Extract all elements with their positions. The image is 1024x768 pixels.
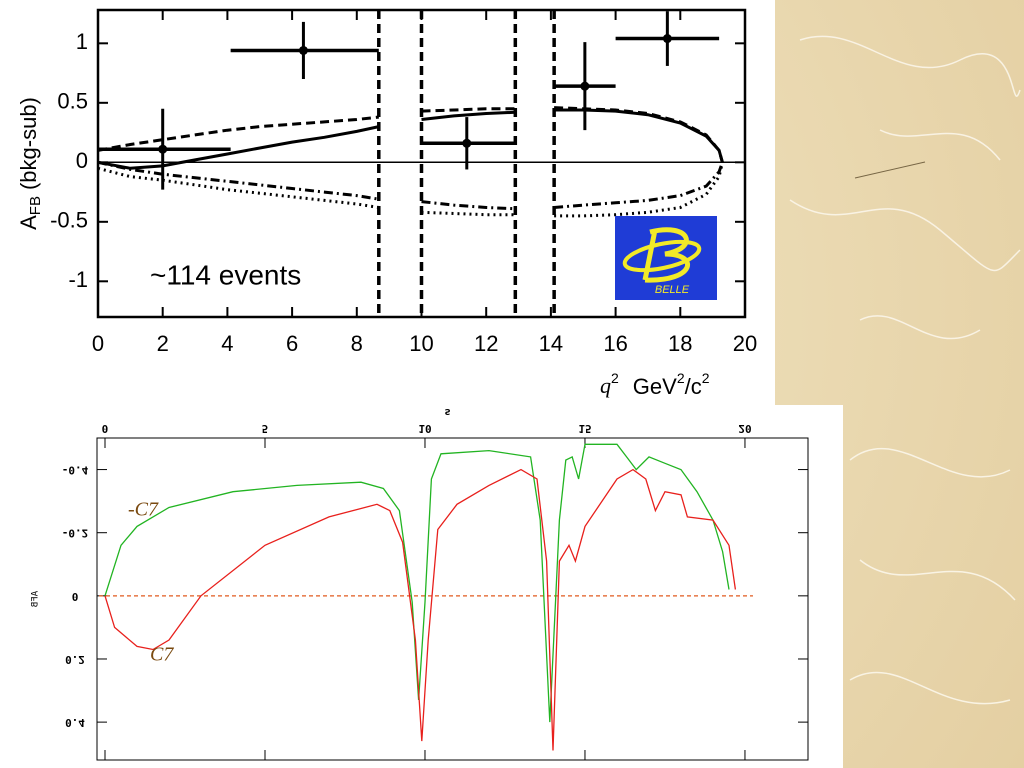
belle-chart: 0 2 4 6 8 10 12 14 16 18 20 -1 -0.5 0 0.5 1 AFB (bkg-sub)…: [16, 8, 757, 399]
y-tick-label: 0: [72, 590, 79, 603]
series-label: C7: [150, 644, 174, 666]
curve: [97, 106, 724, 163]
logo-text: BELLE: [655, 284, 690, 296]
x-axis-label-part: 2: [611, 370, 619, 386]
y-tick-label: 0.5: [57, 89, 88, 114]
fiber: [859, 315, 981, 340]
x-tick-label: 16: [603, 331, 627, 356]
data-point: [462, 138, 472, 148]
x-tick-label: 2: [157, 331, 169, 356]
y-tick-label: -0.2: [62, 527, 89, 540]
x-tick-label: 5: [262, 422, 269, 435]
x-tick-label: 18: [668, 331, 692, 356]
data-point: [580, 81, 590, 91]
y-axis-label: AFB (bkg-sub): [16, 97, 44, 230]
x-tick-label: 10: [418, 422, 431, 435]
fiber-dark: [854, 161, 926, 179]
y-tick-label: 0: [76, 148, 88, 173]
bottom-panel: [0, 405, 843, 768]
y-tick-label: 0.4: [65, 716, 85, 729]
annotation: ~114 events: [150, 259, 301, 290]
x-tick-label: 12: [474, 331, 498, 356]
top-panel: [0, 0, 775, 405]
x-axis-label-part: GeV: [633, 374, 677, 399]
curve: [104, 443, 730, 723]
x-axis-label: s: [444, 406, 451, 419]
curve: [97, 160, 724, 211]
fiber: [789, 199, 1021, 272]
theory-chart: 0 5 10 15 20 -0.4 -0.2 0 0.2 0.4 AFB s -C7 C7: [31, 406, 809, 761]
plot-frame: [96, 8, 747, 319]
data-point: [298, 45, 308, 55]
logo-swoosh: [622, 239, 702, 273]
x-tick-label: 6: [286, 331, 298, 356]
y-tick-label: 1: [76, 29, 88, 54]
x-tick-label: 14: [539, 331, 563, 356]
x-axis-label-part: 2: [677, 370, 685, 386]
series-label: -C7: [128, 499, 159, 521]
y-axis-label: AFB: [31, 591, 41, 607]
data-point: [662, 34, 672, 44]
y-tick-label: -0.4: [62, 464, 89, 477]
plot-frame: [96, 437, 809, 761]
fiber: [879, 129, 1001, 161]
data-point: [158, 144, 168, 154]
x-axis-label-part: q: [600, 373, 611, 398]
y-axis-label-part: A: [16, 215, 41, 230]
logo-b: [642, 227, 690, 283]
curve: [104, 468, 737, 751]
y-tick-label: -1: [68, 267, 88, 292]
x-tick-label: 20: [738, 422, 751, 435]
fiber: [849, 447, 1011, 478]
x-tick-label: 0: [102, 422, 109, 435]
x-axis-label-part: 2: [702, 370, 710, 386]
fiber: [849, 671, 1011, 705]
x-axis-label-part: /c: [685, 374, 702, 399]
y-axis-label-part: FB: [27, 196, 44, 215]
x-tick-label: 0: [92, 331, 104, 356]
paper-fibers: [789, 35, 1021, 705]
y-axis-label-part: (bkg-sub): [16, 97, 41, 190]
curve: [97, 161, 724, 218]
x-tick-label: 20: [733, 331, 757, 356]
x-tick-label: 8: [351, 331, 363, 356]
fiber: [799, 35, 1021, 97]
y-tick-label: 0.2: [65, 653, 85, 666]
x-tick-label: 15: [578, 422, 591, 435]
fiber: [859, 559, 1016, 601]
x-tick-label: 4: [221, 331, 233, 356]
y-tick-label: -0.5: [50, 208, 88, 233]
x-axis-label: q2 GeV2/c2: [600, 370, 710, 399]
x-tick-label: 10: [409, 331, 433, 356]
